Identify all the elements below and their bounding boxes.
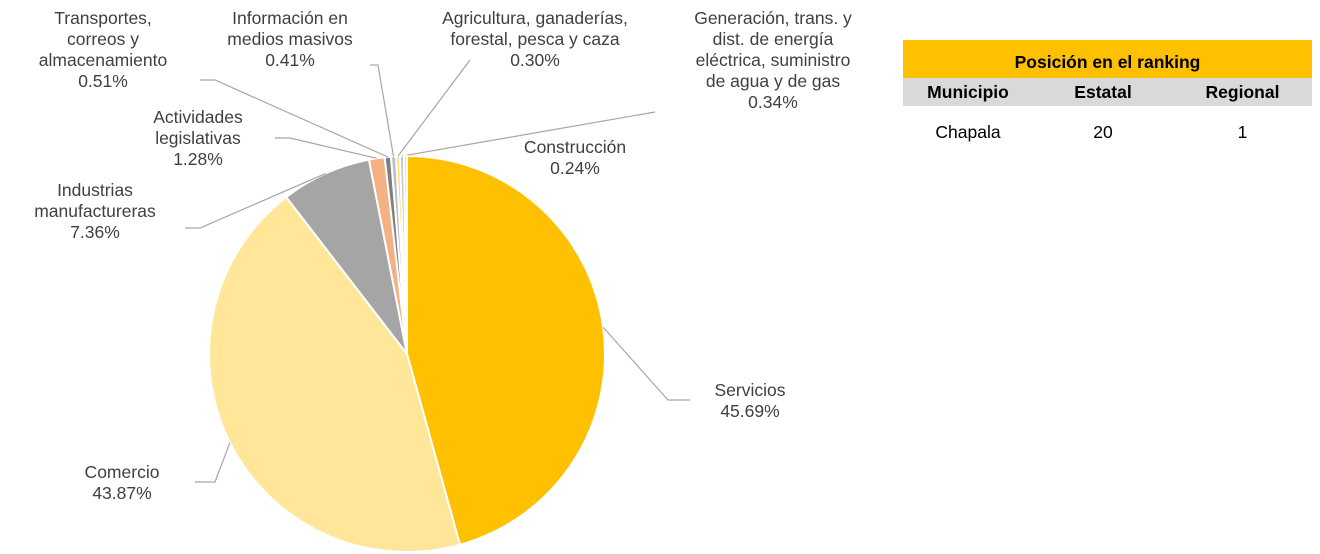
category-name: Información en medios masivos <box>227 8 353 49</box>
table-cell: Chapala <box>935 122 1001 142</box>
value-label: 0.30% <box>510 50 560 70</box>
category-name: Transportes, correos y almacenamiento <box>38 8 168 70</box>
leader-line <box>275 137 377 159</box>
column-header: Regional <box>1205 82 1280 102</box>
leader-line <box>195 442 231 483</box>
leader-line <box>401 111 656 157</box>
table-title: Posición en el ranking <box>903 40 1312 78</box>
slice-label: Información en medios masivos 0.41% <box>227 8 352 71</box>
value-label: 0.51% <box>78 71 128 91</box>
ranking-table: Posición en el ranking Municipio Estatal R… <box>903 40 1312 158</box>
leader-line <box>200 79 389 158</box>
value-label: 0.41% <box>265 50 315 70</box>
column-header: Estatal <box>1074 82 1132 102</box>
pie-slice <box>208 195 462 553</box>
value-label: 43.87% <box>92 483 152 503</box>
leader-line <box>397 59 471 157</box>
category-name: Comercio <box>84 462 160 482</box>
category-name: Generación, trans. y dist. de energía el… <box>694 8 852 91</box>
value-label: 45.69% <box>720 401 780 421</box>
slice-label: Generación, trans. y dist. de energía el… <box>694 8 852 113</box>
category-name: Construcción <box>523 137 627 157</box>
slice-label: Actividades legislativas 1.28% <box>153 107 243 170</box>
pie-slice <box>406 154 606 547</box>
value-label: 1.28% <box>173 149 223 169</box>
slice-label: Servicios 45.69% <box>715 380 786 422</box>
leader-line <box>370 64 395 157</box>
leader-line <box>185 173 326 229</box>
slice-label: Agricultura, ganaderías, forestal, pesca… <box>442 8 628 71</box>
slice-label: Construcción 0.24% <box>524 137 626 179</box>
leader-line <box>602 326 690 401</box>
column-header: Municipio <box>927 82 1009 102</box>
slice-label: Comercio 43.87% <box>85 462 160 504</box>
table-cell: 1 <box>1237 122 1248 142</box>
slice-label: Transportes, correos y almacenamiento 0.5… <box>39 8 167 92</box>
table-cell: 20 <box>1093 122 1113 142</box>
value-label: 0.24% <box>550 158 600 178</box>
table-row: Chapala 20 1 <box>903 106 1312 158</box>
category-name: Agricultura, ganaderías, forestal, pesca… <box>442 8 628 49</box>
value-label: 0.34% <box>748 92 798 112</box>
slice-label: Industrias manufactureras 7.36% <box>34 180 156 243</box>
category-name: Servicios <box>714 380 786 400</box>
table-header: Municipio Estatal Regional <box>903 78 1312 106</box>
category-name: Actividades legislativas <box>153 107 243 148</box>
value-label: 7.36% <box>70 222 120 242</box>
pie-slice <box>402 154 408 355</box>
category-name: Industrias manufactureras <box>34 180 156 221</box>
